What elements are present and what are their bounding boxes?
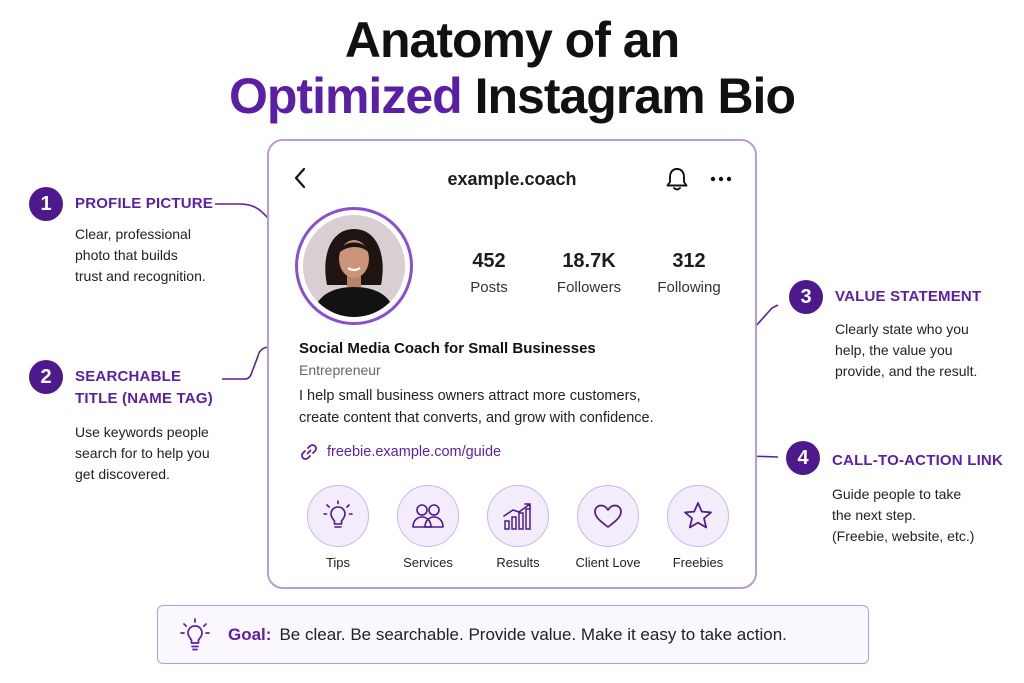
more-options-icon[interactable] bbox=[709, 169, 733, 189]
annotation-4-title: CALL-TO-ACTION LINK bbox=[832, 452, 1003, 469]
bio-line: I help small business owners attract mor… bbox=[299, 388, 641, 404]
profile-handle: example.coach bbox=[447, 169, 577, 189]
bio-link[interactable]: freebie.example.com/guide bbox=[299, 442, 501, 462]
highlight-freebies[interactable]: Freebies bbox=[653, 485, 743, 570]
highlight-label: Services bbox=[403, 555, 453, 570]
growth-chart-icon bbox=[503, 503, 531, 530]
annotation-line: Clear, professional bbox=[75, 226, 191, 242]
link-icon bbox=[301, 444, 317, 460]
annotation-3-title: VALUE STATEMENT bbox=[835, 288, 982, 305]
lightbulb-icon bbox=[323, 500, 353, 528]
title-rest: Instagram Bio bbox=[474, 68, 796, 124]
highlight-circle bbox=[667, 485, 729, 547]
annotation-2-title: SEARCHABLE TITLE (NAME TAG) bbox=[75, 366, 213, 410]
avatar bbox=[303, 215, 405, 317]
annotation-line: Clearly state who you bbox=[835, 321, 969, 337]
annotation-line: photo that builds bbox=[75, 247, 178, 263]
highlight-results[interactable]: Results bbox=[473, 485, 563, 570]
woman-portrait-illustration bbox=[303, 215, 405, 317]
page-title-line-2: Optimized Instagram Bio bbox=[0, 68, 1024, 124]
profile-picture[interactable] bbox=[295, 207, 413, 325]
annotation-title-line: TITLE (NAME TAG) bbox=[75, 390, 213, 407]
highlight-circle bbox=[487, 485, 549, 547]
goal-banner: Goal: Be clear. Be searchable. Provide v… bbox=[157, 605, 869, 664]
annotation-line: Use keywords people bbox=[75, 424, 209, 440]
star-icon bbox=[684, 502, 712, 529]
annotation-line: trust and recognition. bbox=[75, 268, 206, 284]
annotation-2-badge: 2 bbox=[29, 360, 63, 394]
stat-followers[interactable]: 18.7K Followers bbox=[539, 249, 639, 296]
annotation-2-description: Use keywords people search for to help y… bbox=[75, 422, 210, 485]
annotation-line: get discovered. bbox=[75, 466, 170, 482]
highlight-label: Client Love bbox=[575, 555, 641, 570]
title-accent-word: Optimized bbox=[229, 68, 463, 124]
highlight-label: Tips bbox=[325, 555, 351, 570]
annotation-line: help, the value you bbox=[835, 342, 953, 358]
stat-following[interactable]: 312 Following bbox=[639, 249, 739, 296]
bell-icon[interactable] bbox=[663, 165, 691, 193]
annotation-line: (Freebie, website, etc.) bbox=[832, 528, 975, 544]
highlight-client-love[interactable]: Client Love bbox=[563, 485, 653, 570]
annotation-title-line: SEARCHABLE bbox=[75, 368, 182, 385]
annotation-3-description: Clearly state who you help, the value yo… bbox=[835, 319, 977, 382]
annotation-line: Guide people to take bbox=[832, 486, 962, 502]
bio-category: Entrepreneur bbox=[299, 362, 381, 378]
people-icon bbox=[412, 504, 444, 528]
lightbulb-icon bbox=[180, 617, 210, 650]
stat-label: Following bbox=[657, 279, 721, 296]
profile-mockup: example.coach 452 Posts 1 bbox=[267, 139, 757, 589]
bio-line: create content that converts, and grow w… bbox=[299, 410, 654, 426]
stat-value: 452 bbox=[472, 250, 506, 272]
highlight-services[interactable]: Services bbox=[383, 485, 473, 570]
annotation-1-title: PROFILE PICTURE bbox=[75, 195, 214, 212]
stat-label: Posts bbox=[470, 279, 508, 296]
highlight-circle bbox=[307, 485, 369, 547]
story-highlights: Tips Services bbox=[293, 485, 743, 570]
profile-stats: 452 Posts 18.7K Followers 312 Following bbox=[439, 249, 739, 296]
highlight-label: Results bbox=[496, 555, 540, 570]
highlight-circle bbox=[397, 485, 459, 547]
page-title-line-1: Anatomy of an bbox=[344, 12, 680, 68]
bio-link-text: freebie.example.com/guide bbox=[327, 444, 502, 460]
goal-text: Be clear. Be searchable. Provide value. … bbox=[279, 624, 787, 644]
annotation-1-badge: 1 bbox=[29, 187, 63, 221]
annotation-line: the next step. bbox=[832, 507, 917, 523]
stat-value: 18.7K bbox=[562, 250, 616, 272]
stat-posts[interactable]: 452 Posts bbox=[439, 249, 539, 296]
highlight-tips[interactable]: Tips bbox=[293, 485, 383, 570]
highlight-label: Freebies bbox=[672, 555, 724, 570]
annotation-4-description: Guide people to take the next step. (Fre… bbox=[832, 484, 974, 547]
back-chevron-icon[interactable] bbox=[289, 165, 313, 191]
annotation-4-badge: 4 bbox=[786, 441, 820, 475]
profile-top-bar: example.coach bbox=[269, 163, 755, 197]
bio-value-statement: I help small business owners attract mor… bbox=[299, 385, 719, 429]
annotation-line: provide, and the result. bbox=[835, 363, 978, 379]
stat-value: 312 bbox=[672, 250, 706, 272]
heart-icon bbox=[594, 504, 622, 528]
annotation-line: search for to help you bbox=[75, 445, 210, 461]
annotation-1-description: Clear, professional photo that builds tr… bbox=[75, 224, 206, 287]
bio-name-title: Social Media Coach for Small Businesses bbox=[299, 340, 596, 357]
stat-label: Followers bbox=[556, 279, 622, 296]
goal-label: Goal: bbox=[228, 624, 272, 644]
annotation-3-badge: 3 bbox=[789, 280, 823, 314]
highlight-circle bbox=[577, 485, 639, 547]
